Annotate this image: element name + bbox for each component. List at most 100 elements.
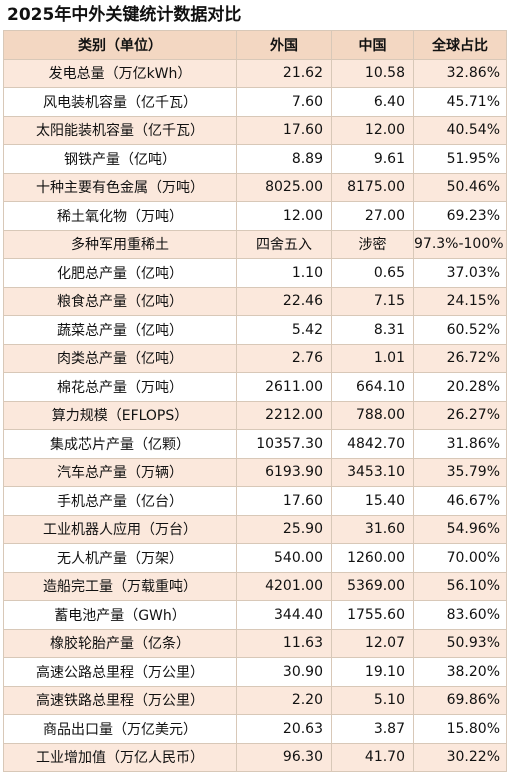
row-category-cell: 工业机器人应用（万台） xyxy=(3,514,237,544)
row-foreign-cell: 2212.00 xyxy=(236,400,332,430)
row-china-cell: 5.10 xyxy=(331,685,414,715)
row-foreign-cell: 12.00 xyxy=(236,201,332,231)
row-china-cell: 5369.00 xyxy=(331,571,414,601)
row-category-cell: 集成芯片产量（亿颗） xyxy=(3,429,237,459)
row-share-cell: 50.93% xyxy=(413,628,507,658)
row-category-cell: 蔬菜总产量（亿吨） xyxy=(3,315,237,345)
row-foreign-cell: 2.76 xyxy=(236,343,332,373)
row-china-cell: 19.10 xyxy=(331,657,414,687)
row-china-cell: 12.07 xyxy=(331,628,414,658)
row-foreign-cell: 25.90 xyxy=(236,514,332,544)
row-foreign-cell: 11.63 xyxy=(236,628,332,658)
row-share-cell: 26.72% xyxy=(413,343,507,373)
table-row: 十种主要有色金属（万吨） 8025.00 8175.00 50.46% xyxy=(3,172,507,202)
row-share-cell: 37.03% xyxy=(413,258,507,288)
row-china-cell: 1755.60 xyxy=(331,600,414,630)
row-china-cell: 4842.70 xyxy=(331,429,414,459)
row-foreign-cell: 20.63 xyxy=(236,714,332,744)
table-body: 发电总量（万亿kWh） 21.62 10.58 32.86% 风电装机容量（亿千瓦） 7.… xyxy=(3,58,507,772)
row-category-cell: 风电装机容量（亿千瓦） xyxy=(3,87,237,117)
row-foreign-cell: 17.60 xyxy=(236,486,332,516)
row-share-cell: 83.60% xyxy=(413,600,507,630)
table-row: 商品出口量（万亿美元） 20.63 3.87 15.80% xyxy=(3,714,507,744)
row-category-cell: 粮食总产量（亿吨） xyxy=(3,286,237,316)
table-row: 蔬菜总产量（亿吨） 5.42 8.31 60.52% xyxy=(3,315,507,345)
table-row: 手机总产量（亿台） 17.60 15.40 46.67% xyxy=(3,486,507,516)
row-foreign-cell: 5.42 xyxy=(236,315,332,345)
row-category-cell: 稀土氧化物（万吨） xyxy=(3,201,237,231)
row-foreign-cell: 17.60 xyxy=(236,115,332,145)
row-foreign-cell: 四舍五入 xyxy=(236,229,332,259)
row-category-cell: 化肥总产量（亿吨） xyxy=(3,258,237,288)
row-category-cell: 高速公路总里程（万公里） xyxy=(3,657,237,687)
header-share: 全球占比 xyxy=(413,30,507,60)
row-foreign-cell: 540.00 xyxy=(236,543,332,573)
row-category-cell: 算力规模（EFLOPS） xyxy=(3,400,237,430)
row-share-cell: 50.46% xyxy=(413,172,507,202)
header-china: 中国 xyxy=(331,30,414,60)
row-category-cell: 高速铁路总里程（万公里） xyxy=(3,685,237,715)
row-foreign-cell: 22.46 xyxy=(236,286,332,316)
row-share-cell: 15.80% xyxy=(413,714,507,744)
row-category-cell: 棉花总产量（万吨） xyxy=(3,372,237,402)
row-china-cell: 8175.00 xyxy=(331,172,414,202)
row-share-cell: 26.27% xyxy=(413,400,507,430)
table-row: 太阳能装机容量（亿千瓦） 17.60 12.00 40.54% xyxy=(3,115,507,145)
header-category: 类别（单位） xyxy=(3,30,237,60)
row-category-cell: 发电总量（万亿kWh） xyxy=(3,58,237,88)
row-share-cell: 97.3%-100% xyxy=(413,229,507,259)
table-row: 多种军用重稀土 四舍五入 涉密 97.3%-100% xyxy=(3,229,507,259)
row-china-cell: 1260.00 xyxy=(331,543,414,573)
table-header-row: 类别（单位） 外国 中国 全球占比 xyxy=(3,30,507,60)
row-china-cell: 12.00 xyxy=(331,115,414,145)
row-share-cell: 69.86% xyxy=(413,685,507,715)
table-row: 肉类总产量（亿吨） 2.76 1.01 26.72% xyxy=(3,343,507,373)
row-category-cell: 工业增加值（万亿人民币） xyxy=(3,742,237,772)
row-share-cell: 38.20% xyxy=(413,657,507,687)
row-share-cell: 54.96% xyxy=(413,514,507,544)
row-share-cell: 20.28% xyxy=(413,372,507,402)
row-china-cell: 6.40 xyxy=(331,87,414,117)
row-china-cell: 8.31 xyxy=(331,315,414,345)
row-share-cell: 56.10% xyxy=(413,571,507,601)
table-row: 工业增加值（万亿人民币） 96.30 41.70 30.22% xyxy=(3,742,507,772)
row-foreign-cell: 1.10 xyxy=(236,258,332,288)
table-row: 蓄电池产量（GWh） 344.40 1755.60 83.60% xyxy=(3,600,507,630)
row-china-cell: 3.87 xyxy=(331,714,414,744)
row-china-cell: 涉密 xyxy=(331,229,414,259)
row-foreign-cell: 30.90 xyxy=(236,657,332,687)
table-row: 高速铁路总里程（万公里） 2.20 5.10 69.86% xyxy=(3,685,507,715)
row-category-cell: 太阳能装机容量（亿千瓦） xyxy=(3,115,237,145)
row-category-cell: 无人机产量（万架） xyxy=(3,543,237,573)
row-share-cell: 35.79% xyxy=(413,457,507,487)
row-share-cell: 70.00% xyxy=(413,543,507,573)
row-category-cell: 造船完工量（万载重吨） xyxy=(3,571,237,601)
row-foreign-cell: 2.20 xyxy=(236,685,332,715)
table-row: 高速公路总里程（万公里） 30.90 19.10 38.20% xyxy=(3,657,507,687)
row-category-cell: 肉类总产量（亿吨） xyxy=(3,343,237,373)
row-category-cell: 钢铁产量（亿吨） xyxy=(3,144,237,174)
row-foreign-cell: 96.30 xyxy=(236,742,332,772)
row-foreign-cell: 10357.30 xyxy=(236,429,332,459)
table-row: 钢铁产量（亿吨） 8.89 9.61 51.95% xyxy=(3,144,507,174)
row-foreign-cell: 7.60 xyxy=(236,87,332,117)
row-category-cell: 手机总产量（亿台） xyxy=(3,486,237,516)
table-row: 发电总量（万亿kWh） 21.62 10.58 32.86% xyxy=(3,58,507,88)
row-share-cell: 51.95% xyxy=(413,144,507,174)
comparison-table: 类别（单位） 外国 中国 全球占比 发电总量（万亿kWh） 21.62 10.58 3… xyxy=(3,30,507,772)
row-china-cell: 0.65 xyxy=(331,258,414,288)
row-share-cell: 46.67% xyxy=(413,486,507,516)
row-china-cell: 15.40 xyxy=(331,486,414,516)
table-row: 造船完工量（万载重吨） 4201.00 5369.00 56.10% xyxy=(3,571,507,601)
row-foreign-cell: 6193.90 xyxy=(236,457,332,487)
page-title: 2025年中外关键统计数据对比 xyxy=(7,5,242,25)
header-foreign: 外国 xyxy=(236,30,332,60)
table-row: 棉花总产量（万吨） 2611.00 664.10 20.28% xyxy=(3,372,507,402)
row-foreign-cell: 344.40 xyxy=(236,600,332,630)
row-category-cell: 多种军用重稀土 xyxy=(3,229,237,259)
row-china-cell: 27.00 xyxy=(331,201,414,231)
row-share-cell: 40.54% xyxy=(413,115,507,145)
row-foreign-cell: 4201.00 xyxy=(236,571,332,601)
row-share-cell: 31.86% xyxy=(413,429,507,459)
row-china-cell: 31.60 xyxy=(331,514,414,544)
